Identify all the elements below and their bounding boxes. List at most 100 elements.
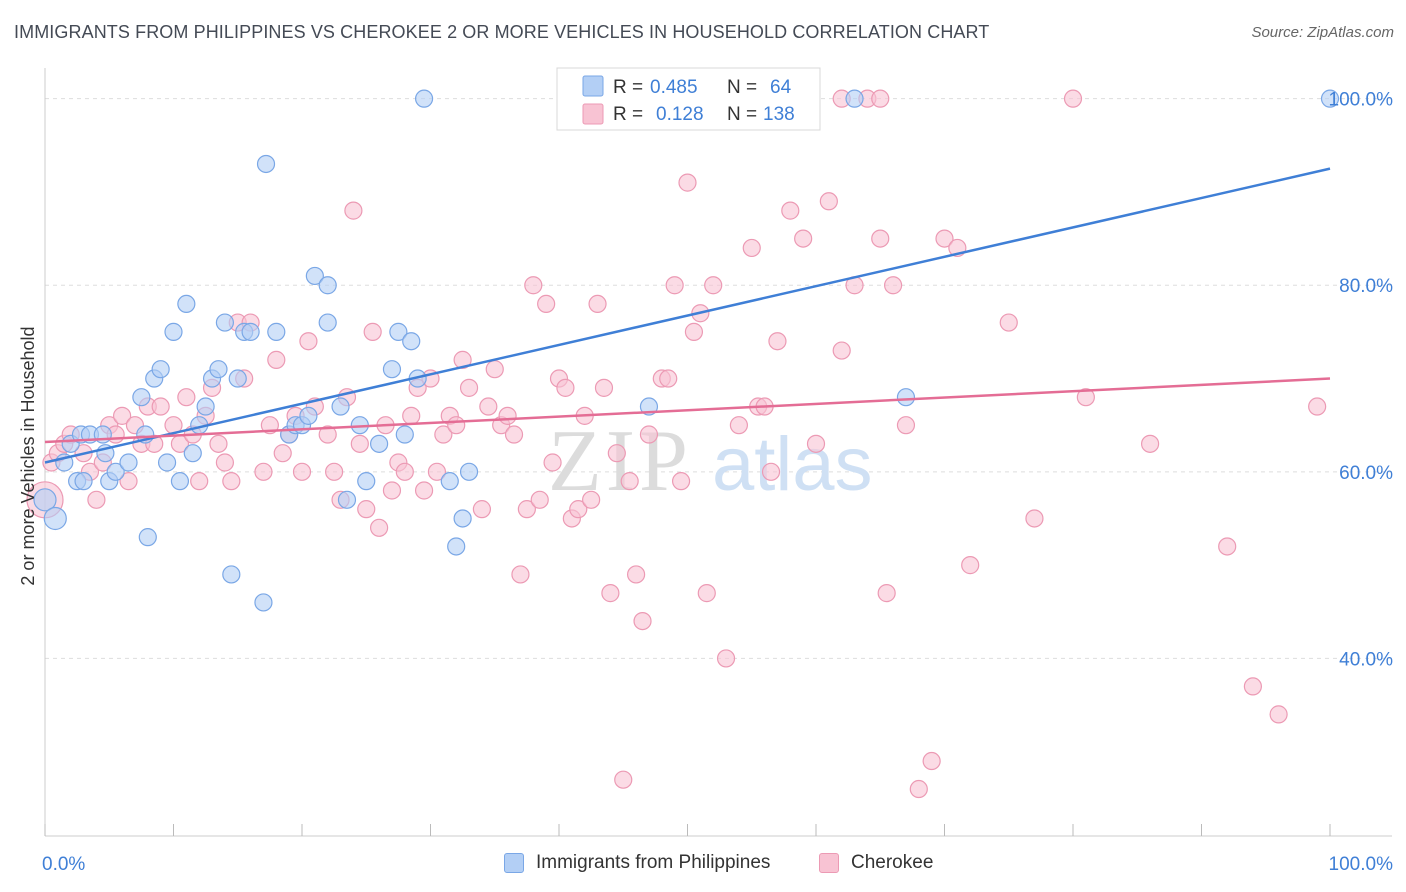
philippines-point: [132, 388, 151, 407]
cherokee-point: [639, 425, 659, 444]
y-axis-label: 2 or more Vehicles in Household: [18, 326, 38, 585]
philippines-point: [318, 276, 337, 295]
cherokee-point: [1269, 705, 1288, 724]
cherokee-point: [151, 397, 170, 416]
cherokee-point: [871, 89, 890, 108]
cherokee-point: [325, 462, 344, 481]
philippines-point: [896, 388, 916, 407]
philippines-point: [357, 472, 376, 491]
cherokee-point: [215, 453, 234, 472]
cherokee-point: [498, 406, 517, 425]
philippines-point: [222, 565, 241, 584]
cherokee-point: [273, 444, 292, 463]
cherokee-point: [761, 462, 781, 481]
stats-r-value-1: 0.485: [650, 77, 698, 98]
cherokee-point: [678, 173, 697, 192]
cherokee-point: [614, 770, 633, 789]
cherokee-point: [806, 434, 826, 453]
legend-label-cherokee: Cherokee: [851, 852, 934, 873]
philippines-point: [395, 425, 414, 444]
cherokee-point: [877, 584, 896, 603]
cherokee-point: [459, 378, 479, 397]
philippines-point: [447, 537, 466, 556]
philippines-point: [389, 322, 408, 341]
philippines-point: [414, 89, 434, 108]
stats-n-value-2: 138: [763, 104, 795, 125]
stats-n-label-2: N =: [727, 104, 757, 125]
cherokee-point: [511, 565, 530, 584]
cherokee-point: [556, 378, 575, 397]
cherokee-point: [742, 238, 761, 258]
cherokee-point: [832, 341, 851, 360]
cherokee-point: [485, 360, 504, 379]
cherokee-point: [357, 500, 376, 519]
philippines-point: [370, 434, 389, 453]
cherokee-point: [177, 388, 196, 407]
cherokee-point: [453, 350, 472, 369]
philippines-point: [241, 322, 260, 341]
cherokee-point: [961, 556, 980, 575]
philippines-point: [254, 593, 273, 612]
tick-labels: 40.0% 60.0% 80.0% 100.0% 0.0% 100.0%: [42, 90, 1393, 875]
philippines-point: [318, 313, 337, 332]
chart-title: IMMIGRANTS FROM PHILIPPINES VS CHEROKEE …: [14, 22, 990, 42]
stats-legend-blue-swatch: [582, 75, 604, 97]
cherokee-point: [517, 500, 536, 519]
philippines-point: [119, 453, 138, 472]
cherokee-point: [633, 611, 652, 631]
legend-label-philippines: Immigrants from Philippines: [536, 852, 771, 873]
cherokee-point: [363, 322, 382, 341]
series-legend: Immigrants from Philippines Cherokee: [0, 852, 1406, 878]
philippines-point: [228, 369, 247, 388]
cherokee-point: [1025, 509, 1044, 528]
philippines-point: [1320, 89, 1340, 108]
philippines-point: [337, 490, 357, 509]
philippines-trend-line: [44, 167, 1331, 464]
philippines-point: [183, 444, 202, 463]
legend-swatch-philippines: [504, 853, 524, 873]
philippines-point: [157, 453, 177, 472]
cherokee-point: [935, 229, 954, 248]
stats-n-value-1: 64: [770, 77, 792, 98]
series-philippines-points: [33, 89, 1340, 612]
cherokee-point: [729, 416, 749, 435]
legend-item-philippines[interactable]: Immigrants from Philippines: [504, 852, 770, 874]
cherokee-point: [569, 500, 588, 519]
cherokee-point: [472, 500, 491, 519]
axes: [44, 68, 1392, 837]
cherokee-point: [671, 472, 691, 491]
stats-legend: R = 0.485 N = 64 R = 0.128 N = 138: [556, 67, 821, 131]
cherokee-point: [524, 276, 543, 295]
cherokee-point: [582, 490, 601, 509]
legend-item-cherokee[interactable]: Cherokee: [819, 852, 933, 874]
cherokee-point: [704, 276, 723, 295]
cherokee-point: [119, 472, 138, 491]
cherokee-point: [350, 434, 369, 453]
cherokee-point: [267, 350, 286, 369]
philippines-point: [106, 462, 125, 481]
cherokee-point: [112, 406, 132, 425]
cherokee-point: [922, 751, 941, 771]
x-tick-label: 100.0%: [1329, 854, 1394, 875]
philippines-point: [170, 472, 190, 491]
stats-r-label-1: R =: [613, 77, 643, 98]
cherokee-point: [896, 416, 916, 435]
cherokee-point: [402, 406, 421, 425]
philippines-point: [453, 509, 472, 528]
x-tick-label: 0.0%: [42, 854, 85, 875]
cherokee-point: [909, 779, 928, 799]
cherokee-point: [601, 584, 620, 603]
series-cherokee-points: [26, 89, 1327, 799]
y-tick-label: 60.0%: [1339, 463, 1393, 484]
cherokee-point: [537, 294, 556, 314]
source-label: Source: ZipAtlas.com: [1251, 24, 1394, 41]
philippines-point: [299, 406, 318, 425]
cherokee-point: [434, 425, 453, 444]
cherokee-point: [395, 462, 414, 481]
cherokee-point: [1063, 89, 1083, 108]
cherokee-point: [819, 192, 838, 211]
cherokee-point: [883, 276, 903, 295]
philippines-point: [151, 360, 170, 379]
cherokee-point: [594, 378, 614, 397]
